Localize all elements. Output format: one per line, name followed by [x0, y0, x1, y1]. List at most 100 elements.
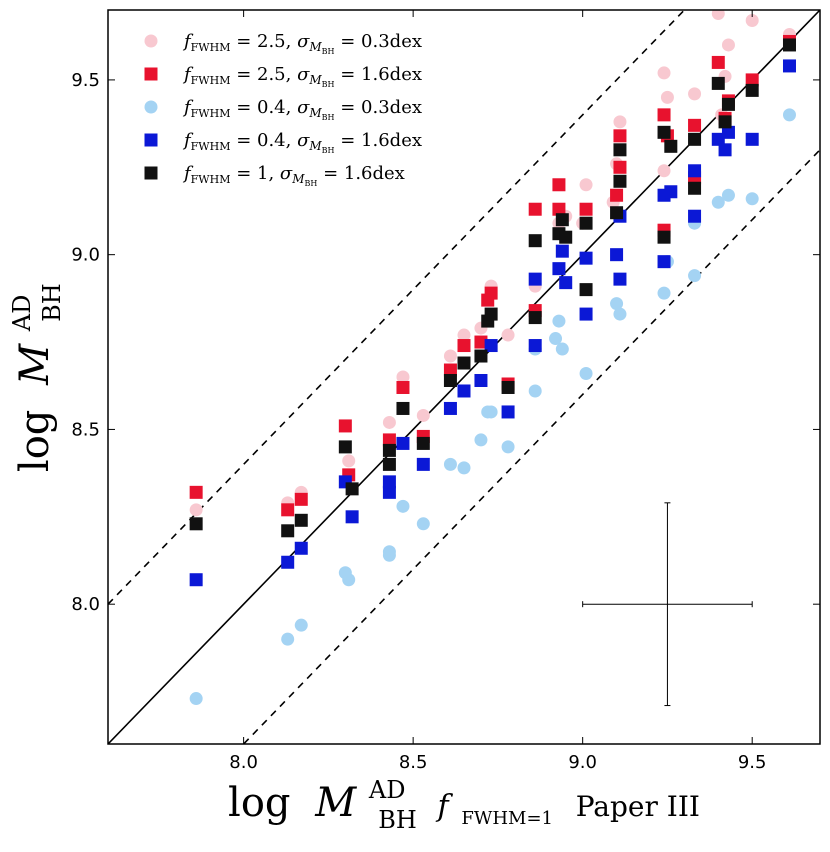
data-point: [721, 188, 735, 202]
legend-label: fFWHM = 2.5, σMBH = 0.3dex: [182, 31, 422, 56]
data-point: [579, 216, 593, 230]
legend-entry: fFWHM = 1, σMBH = 1.6dex: [144, 163, 405, 188]
data-point: [579, 283, 593, 297]
data-point: [555, 244, 569, 258]
data-point: [782, 38, 796, 52]
data-point: [718, 143, 732, 157]
data-point: [579, 202, 593, 216]
data-point: [657, 108, 671, 122]
data-point: [711, 10, 725, 20]
data-point: [484, 286, 498, 300]
y-tick-label: 9.5: [71, 70, 100, 91]
data-point: [189, 692, 203, 706]
data-point: [613, 272, 627, 286]
data-point: [559, 276, 573, 290]
series-2: [189, 108, 796, 706]
data-point: [559, 230, 573, 244]
data-point: [294, 618, 308, 632]
data-point: [613, 307, 627, 321]
y-tick-label: 8.5: [71, 419, 100, 440]
data-point: [688, 164, 702, 178]
data-point: [688, 132, 702, 146]
data-point: [660, 90, 674, 104]
reference-line-upper-0.4dex: [108, 10, 686, 605]
data-point: [555, 213, 569, 227]
data-point: [382, 475, 396, 489]
data-point: [657, 286, 671, 300]
data-point: [474, 373, 488, 387]
data-point: [382, 545, 396, 559]
y-axis-sup: AD: [8, 295, 36, 333]
data-point: [416, 408, 430, 422]
data-point: [342, 573, 356, 587]
data-point: [474, 335, 488, 349]
series-4: [189, 38, 796, 538]
svg-text:log M AD BH: log M AD BH: [0, 282, 66, 472]
reference-line-one-to-one: [108, 10, 820, 744]
legend-entry: fFWHM = 2.5, σMBH = 1.6dex: [144, 64, 422, 89]
data-point: [610, 206, 624, 220]
data-point: [457, 384, 471, 398]
data-point: [501, 440, 515, 454]
reference-lines: [108, 10, 820, 744]
data-point: [501, 380, 515, 394]
data-point: [294, 541, 308, 555]
y-tick-label: 9.0: [71, 245, 100, 266]
data-point: [552, 314, 566, 328]
data-point: [745, 73, 759, 87]
data-point: [484, 339, 498, 353]
y-axis-prefix: log: [12, 410, 58, 472]
data-point: [721, 38, 735, 52]
legend-label: fFWHM = 1, σMBH = 1.6dex: [182, 163, 405, 188]
data-point: [484, 405, 498, 419]
data-point: [457, 339, 471, 353]
x-axis-f-sub: FWHM=1: [461, 808, 553, 829]
data-point: [443, 363, 457, 377]
data-point: [443, 349, 457, 363]
data-point: [745, 192, 759, 206]
data-point: [416, 457, 430, 471]
data-point: [657, 125, 671, 139]
data-point: [189, 485, 203, 499]
data-point: [501, 405, 515, 419]
data-point: [555, 342, 569, 356]
data-point: [549, 332, 563, 346]
data-point: [396, 380, 410, 394]
data-points: [189, 10, 796, 706]
data-point: [718, 115, 732, 129]
data-point: [688, 209, 702, 223]
legend-marker: [144, 100, 158, 114]
data-point: [613, 115, 627, 129]
data-point: [610, 188, 624, 202]
data-point: [189, 517, 203, 531]
data-point: [782, 108, 796, 122]
data-point: [721, 125, 735, 139]
data-point: [382, 443, 396, 457]
data-point: [281, 524, 295, 538]
data-point: [345, 482, 359, 496]
x-tick-label: 9.5: [738, 752, 767, 773]
legend-label: fFWHM = 2.5, σMBH = 1.6dex: [182, 64, 422, 89]
legend-label: fFWHM = 0.4, σMBH = 0.3dex: [182, 97, 422, 122]
data-point: [613, 129, 627, 143]
data-point: [552, 262, 566, 276]
x-axis-title: log M AD BH f FWHM=1 Paper III: [228, 762, 700, 838]
data-point: [657, 66, 671, 80]
data-point: [396, 436, 410, 450]
data-point: [396, 370, 410, 384]
data-point: [711, 76, 725, 90]
x-axis-sub: BH: [378, 806, 417, 834]
data-point: [416, 517, 430, 531]
data-point: [711, 55, 725, 69]
data-point: [474, 433, 488, 447]
data-point: [396, 401, 410, 415]
data-point: [552, 202, 566, 216]
data-point: [281, 503, 295, 517]
data-point: [711, 132, 725, 146]
data-point: [443, 457, 457, 471]
data-point: [457, 356, 471, 370]
data-point: [528, 202, 542, 216]
legend: fFWHM = 2.5, σMBH = 0.3dex fFWHM = 2.5, σ…: [144, 31, 422, 188]
data-point: [721, 97, 735, 111]
data-point: [474, 349, 488, 363]
